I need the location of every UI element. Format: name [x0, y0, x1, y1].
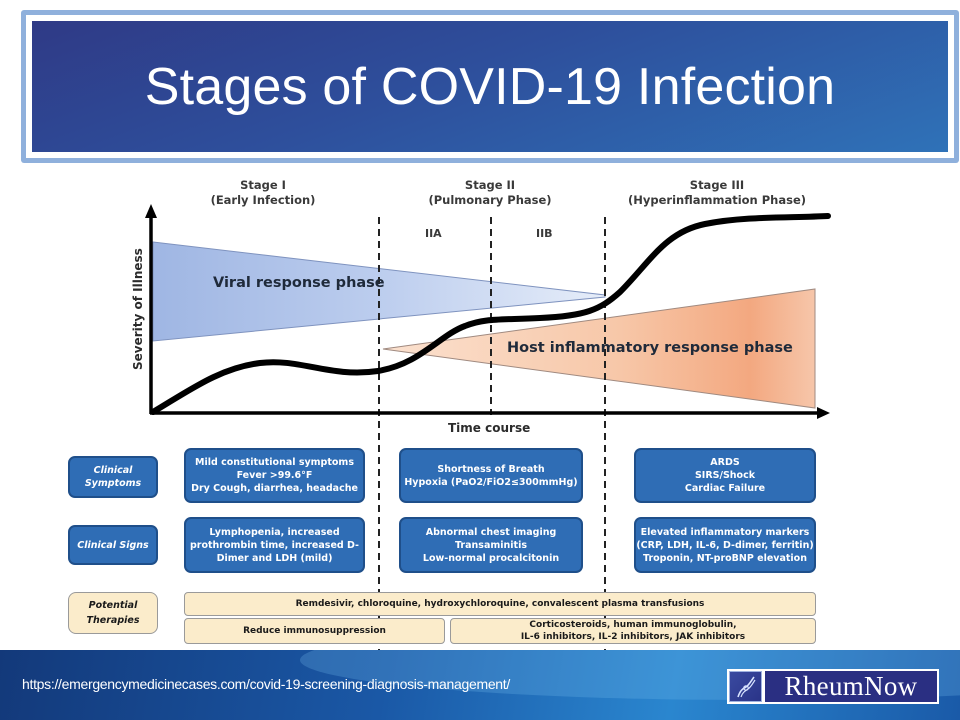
stage-2-signs: Abnormal chest imaging Transaminitis Low…	[399, 517, 583, 573]
y-axis-label: Severity of Illness	[131, 248, 145, 370]
cell-line: Dimer and LDH (mild)	[216, 552, 333, 564]
logo-text-box: RheumNow	[765, 671, 937, 702]
cell-line: Transaminitis	[455, 539, 527, 551]
stage-3-signs: Elevated inflammatory markers (CRP, LDH,…	[634, 517, 816, 573]
stage-2-label: Stage II (Pulmonary Phase)	[415, 178, 565, 208]
stage-2-name: Stage II	[464, 178, 516, 192]
therapy-text: Reduce immunosuppression	[243, 626, 386, 636]
cell-line: Dry Cough, diarrhea, headache	[191, 483, 358, 494]
stage-1-label: Stage I (Early Infection)	[188, 178, 338, 208]
x-axis-label: Time course	[448, 421, 531, 435]
row-label-clinical-signs: Clinical Signs	[68, 525, 158, 565]
cell-line: Troponin, NT-proBNP elevation	[643, 552, 807, 564]
stage-1-subtitle: (Early Infection)	[210, 193, 316, 207]
cell-line: Lymphopenia, increased	[209, 526, 340, 538]
cell-line: Fever >99.6°F	[236, 470, 313, 481]
therapy-text: Remdesivir, chloroquine, hydroxychloroqu…	[295, 599, 705, 609]
stage-3-name: Stage III	[689, 178, 745, 192]
rheumnow-logo: RheumNow	[727, 669, 939, 704]
row-label-line: Symptoms	[84, 478, 142, 489]
therapy-all-stages: Remdesivir, chloroquine, hydroxychloroqu…	[184, 592, 816, 616]
viral-phase-label: Viral response phase	[213, 275, 385, 291]
y-axis-arrow	[145, 204, 157, 218]
cell-line: Abnormal chest imaging	[425, 526, 557, 538]
slide-title: Stages of COVID-19 Infection	[144, 57, 836, 116]
therapy-late: Corticosteroids, human immunoglobulin, I…	[450, 618, 816, 644]
row-label-line: Therapies	[86, 615, 140, 626]
row-label-line: Potential	[88, 600, 138, 611]
stage-2-subtitle: (Pulmonary Phase)	[428, 193, 552, 207]
row-label-line: Clinical	[93, 465, 133, 476]
logo-text: RheumNow	[784, 671, 918, 701]
severity-curve	[150, 213, 831, 415]
row-label-clinical-symptoms: Clinical Symptoms	[68, 456, 158, 498]
title-frame: Stages of COVID-19 Infection	[21, 10, 959, 163]
therapy-text: Corticosteroids, human immunoglobulin,	[529, 620, 737, 630]
source-url: https://emergencymedicinecases.com/covid…	[22, 676, 510, 692]
joint-icon-graphic	[736, 676, 755, 697]
substage-iib-label: IIB	[536, 227, 553, 240]
row-label-potential-therapies: Potential Therapies	[68, 592, 158, 634]
cell-line: Low-normal procalcitonin	[422, 552, 560, 564]
host-phase-label: Host inflammatory response phase	[507, 340, 793, 356]
therapy-text: IL-6 inhibitors, IL-2 inhibitors, JAK in…	[520, 632, 746, 642]
host-response-wedge	[382, 288, 816, 409]
cell-line: ARDS	[710, 457, 740, 468]
title-banner: Stages of COVID-19 Infection	[32, 21, 948, 152]
cell-line: Cardiac Failure	[684, 483, 766, 494]
stage-1-signs: Lymphopenia, increased prothrombin time,…	[184, 517, 365, 573]
cell-line: Elevated inflammatory markers	[640, 526, 810, 538]
cell-line: SIRS/Shock	[694, 470, 756, 481]
cell-line: prothrombin time, increased D-	[189, 539, 359, 551]
row-label-line: Clinical Signs	[77, 539, 149, 551]
diagram-graphics	[145, 204, 831, 650]
cell-line: (CRP, LDH, IL-6, D-dimer, ferritin)	[636, 539, 814, 551]
stage-3-subtitle: (Hyperinflammation Phase)	[627, 193, 807, 207]
therapy-early: Reduce immunosuppression	[184, 618, 445, 644]
stage-2-symptoms: Shortness of Breath Hypoxia (PaO2/FiO2≤3…	[399, 448, 583, 503]
rheumnow-joint-icon	[729, 671, 762, 702]
substage-iia-label: IIA	[425, 227, 442, 240]
cell-line: Shortness of Breath	[437, 463, 545, 475]
cell-line: Mild constitutional symptoms	[195, 457, 354, 468]
cell-line: Hypoxia (PaO2/FiO2≤300mmHg)	[404, 476, 578, 488]
stage-3-symptoms: ARDS SIRS/Shock Cardiac Failure	[634, 448, 816, 503]
x-axis-arrow	[817, 407, 830, 419]
stage-3-label: Stage III (Hyperinflammation Phase)	[612, 178, 822, 208]
stage-1-symptoms: Mild constitutional symptoms Fever >99.6…	[184, 448, 365, 503]
stage-1-name: Stage I	[240, 178, 286, 192]
covid-stages-diagram: Stage I (Early Infection) Stage II (Pulm…	[0, 165, 960, 650]
